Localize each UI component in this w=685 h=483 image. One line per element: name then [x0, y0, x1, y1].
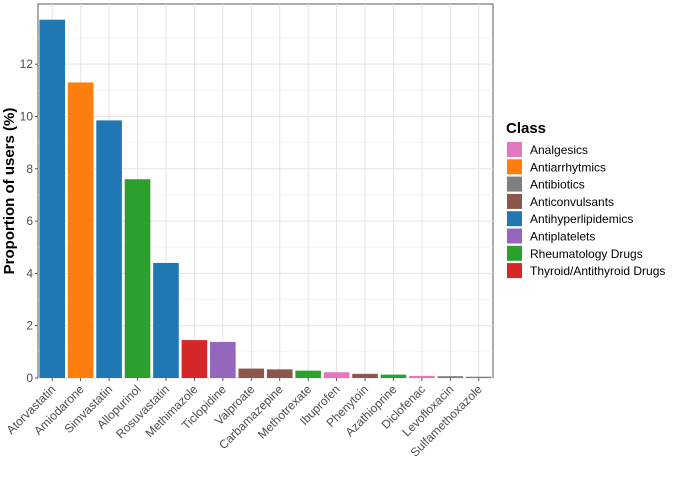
bar-ticlopidine	[210, 341, 236, 378]
legend-label: Antibiotics	[530, 178, 585, 192]
legend-label: Anticonvulsants	[530, 195, 614, 209]
y-tick-label: 12	[20, 57, 34, 71]
legend-key	[507, 245, 522, 261]
bar-rosuvastatin	[153, 262, 179, 378]
y-axis-title: Proportion of users (%)	[1, 108, 18, 275]
legend-key	[507, 228, 522, 244]
legend-key	[507, 159, 522, 175]
legend-label: Analgesics	[530, 143, 588, 157]
bar-phenytoin	[352, 373, 378, 378]
legend-label: Antihyperlipidemics	[530, 212, 633, 226]
y-tick-label: 8	[26, 162, 33, 176]
legend-key	[507, 263, 522, 279]
y-tick-label: 0	[26, 371, 33, 385]
legend-key	[507, 142, 522, 157]
legend-label: Antiarrhytmics	[530, 160, 606, 174]
y-tick-label: 2	[26, 319, 33, 333]
legend: Class Analgesics Antiarrhytmics Antibiotic…	[506, 120, 665, 279]
bar-atorvastatin	[39, 19, 66, 378]
legend-key	[507, 176, 522, 192]
legend-label: Antiplatelets	[530, 230, 595, 244]
bars	[39, 19, 492, 378]
bar-azathioprine	[380, 374, 407, 378]
y-tick-label: 10	[20, 109, 34, 123]
bar-valproate	[238, 368, 265, 378]
bar-amiodarone	[67, 82, 94, 378]
y-tick-label: 6	[26, 214, 33, 228]
bar-levofloxacin	[437, 376, 464, 378]
legend-title: Class	[506, 120, 546, 137]
bar-sulfamethoxazole	[465, 376, 492, 378]
legend-key	[507, 193, 522, 209]
bar-methimazole	[181, 340, 208, 378]
bar-simvastatin	[96, 120, 122, 378]
bar-methotrexate	[295, 370, 321, 378]
y-tick-label: 4	[26, 266, 33, 280]
legend-key	[507, 211, 522, 227]
legend-label: Rheumatology Drugs	[530, 247, 643, 261]
bar-allopurinol	[124, 179, 151, 378]
x-axis-ticks: AtorvastatinAmiodaroneSimvastatinAllopur…	[4, 378, 485, 460]
y-axis-ticks: 0 2 4 6 8 10 12	[20, 57, 38, 385]
legend-label: Thyroid/Antithyroid Drugs	[530, 264, 665, 278]
bar-carbamazepine	[266, 369, 293, 378]
bar-diclofenac	[409, 375, 435, 378]
bar-ibuprofen	[323, 372, 350, 378]
